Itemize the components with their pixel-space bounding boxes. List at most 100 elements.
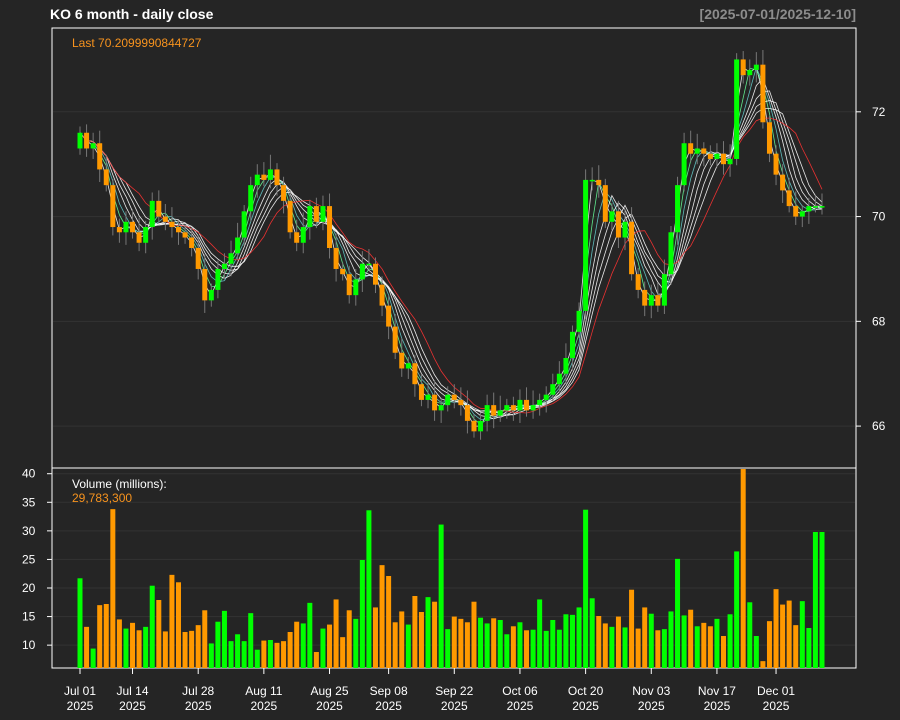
x-tick-label: Dec 01 — [757, 684, 795, 698]
x-tick-label: Sep 08 — [370, 684, 408, 698]
candle-body — [753, 64, 759, 70]
volume-bar — [235, 634, 241, 668]
candle-body — [97, 143, 103, 170]
volume-bar — [182, 632, 188, 668]
candle-body — [228, 253, 234, 264]
x-tick-year: 2025 — [763, 699, 790, 713]
candle-body — [721, 153, 727, 165]
volume-bar — [491, 618, 497, 668]
volume-bar — [819, 532, 825, 668]
candle-body — [202, 268, 208, 301]
candle-body — [77, 132, 83, 149]
volume-bar — [425, 597, 431, 668]
candle-body — [478, 420, 484, 432]
x-tick-label: Nov 17 — [698, 684, 736, 698]
candle-body — [175, 227, 181, 233]
x-tick-label: Nov 03 — [632, 684, 670, 698]
volume-bar — [760, 661, 766, 668]
volume-bar — [162, 631, 168, 668]
x-tick-label: Aug 25 — [310, 684, 348, 698]
candle-body — [333, 248, 339, 269]
x-tick-label: Jul 14 — [117, 684, 149, 698]
volume-bar — [359, 560, 365, 668]
candle-body — [451, 394, 457, 400]
volume-bar — [635, 628, 641, 668]
volume-bar — [274, 642, 280, 668]
candle-body — [773, 153, 779, 175]
candle-body — [392, 326, 398, 353]
x-tick-year: 2025 — [375, 699, 402, 713]
candle-body — [386, 305, 392, 327]
candle-body — [793, 206, 799, 217]
candle-body — [294, 232, 300, 243]
volume-bar — [648, 613, 654, 668]
candle-body — [162, 216, 168, 222]
volume-bar — [300, 623, 306, 668]
x-tick-label: Oct 06 — [502, 684, 538, 698]
candle-body — [130, 221, 136, 233]
volume-bar — [478, 617, 484, 668]
moving-average-line — [79, 77, 822, 420]
volume-label: Volume (millions): — [72, 477, 167, 491]
candle-body — [123, 221, 129, 233]
candle-body — [221, 263, 227, 269]
volume-bar — [589, 598, 595, 668]
volume-bar — [524, 630, 530, 668]
candle-body — [110, 185, 116, 228]
volume-bar — [103, 604, 109, 668]
candle-body — [583, 179, 589, 311]
volume-bar — [313, 652, 319, 668]
candle-body — [694, 148, 700, 154]
volume-bar — [418, 612, 424, 668]
volume-bar — [530, 629, 536, 668]
candle-body — [438, 405, 444, 411]
volume-bar — [353, 618, 359, 668]
candle-body — [530, 405, 536, 411]
volume-tick-label: 15 — [22, 610, 36, 624]
volume-bar — [694, 626, 700, 668]
candle-body — [766, 122, 772, 154]
candle-body — [359, 263, 365, 280]
volume-bar — [458, 618, 464, 668]
candle-body — [84, 132, 90, 149]
volume-bar — [175, 582, 181, 668]
candle-body — [799, 211, 805, 217]
x-tick-year: 2025 — [704, 699, 731, 713]
moving-average-line — [79, 108, 823, 416]
volume-bar — [701, 622, 707, 668]
volume-bar — [366, 510, 372, 668]
volume-bar — [241, 641, 247, 668]
volume-bar — [537, 599, 543, 668]
candle-body — [484, 405, 490, 421]
candle-body — [281, 185, 287, 201]
date-range: [2025-07-01/2025-12-10] — [699, 6, 856, 22]
volume-bar — [543, 630, 549, 668]
volume-tick-label: 20 — [22, 581, 36, 595]
volume-bar — [707, 626, 713, 668]
candle-body — [655, 295, 661, 306]
volume-bar — [602, 623, 608, 668]
volume-bar — [629, 589, 635, 668]
candle-body — [556, 373, 562, 385]
candle-body — [235, 237, 241, 254]
candle-body — [425, 394, 431, 400]
candle-body — [642, 289, 648, 306]
volume-bar — [753, 636, 759, 668]
volume-bar — [333, 599, 339, 668]
volume-bar — [609, 626, 615, 668]
volume-tick-label: 10 — [22, 638, 36, 652]
candle-body — [819, 206, 825, 208]
volume-bar — [261, 640, 267, 668]
volume-bar — [642, 607, 648, 668]
volume-bar — [661, 629, 667, 668]
price-tick-label: 72 — [872, 105, 886, 119]
candle-body — [340, 268, 346, 275]
candle-body — [537, 399, 543, 406]
candle-body — [307, 206, 313, 228]
candle-body — [267, 169, 273, 180]
volume-bar — [681, 615, 687, 668]
volume-bar — [766, 621, 772, 668]
candle-body — [313, 206, 319, 222]
volume-bar — [786, 600, 792, 668]
candle-body — [432, 394, 438, 411]
